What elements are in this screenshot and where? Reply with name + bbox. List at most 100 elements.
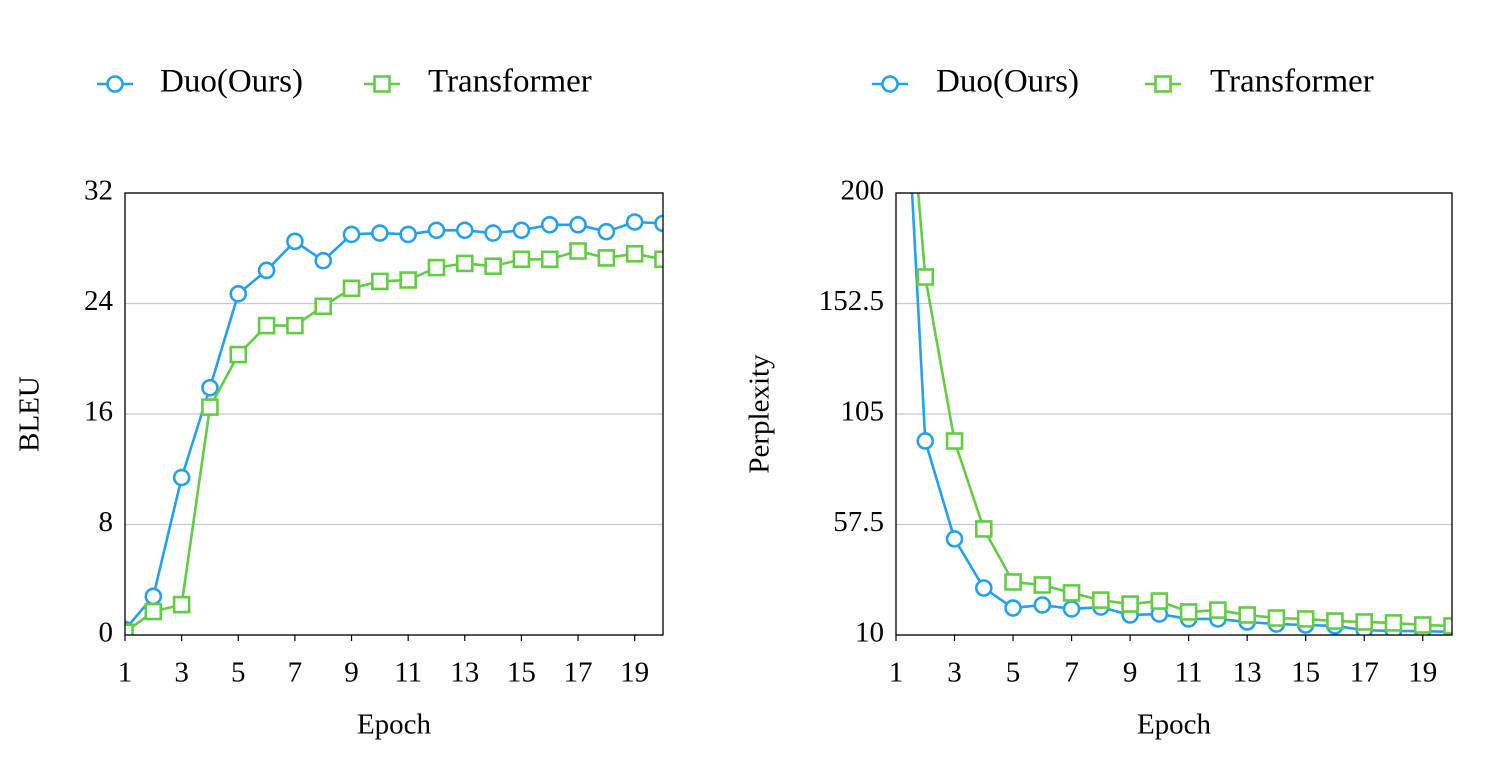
x-tick-label: 1 xyxy=(118,657,133,689)
plot-frame xyxy=(124,192,664,636)
data-point xyxy=(455,221,474,240)
data-point xyxy=(540,215,559,234)
x-axis-label: Epoch xyxy=(357,709,432,741)
data-point xyxy=(201,398,219,416)
data-point xyxy=(1179,603,1198,621)
legend-label: Duo(Ours) xyxy=(936,64,1079,100)
data-point xyxy=(1033,596,1052,614)
x-axis-label: Epoch xyxy=(1137,709,1212,741)
data-point xyxy=(201,378,219,397)
data-point xyxy=(286,316,304,335)
y-tick-label: 16 xyxy=(84,396,113,428)
x-tick-label: 11 xyxy=(394,657,422,689)
data-point xyxy=(540,250,559,269)
data-point xyxy=(371,224,389,242)
data-point xyxy=(1033,576,1052,594)
y-tick-label: 8 xyxy=(99,506,114,538)
data-point xyxy=(399,225,417,244)
y-axis-label: Perplexity xyxy=(744,354,776,474)
legend-item: Transformer xyxy=(1145,64,1374,100)
legend-marker xyxy=(881,75,899,93)
x-tick-label: 5 xyxy=(231,657,246,689)
legend-marker xyxy=(106,75,124,93)
y-axis-label: BLEU xyxy=(14,376,46,452)
y-tick-label: 10 xyxy=(855,617,884,649)
data-point xyxy=(257,261,276,280)
x-tick-label: 13 xyxy=(450,657,479,689)
data-point xyxy=(1121,595,1139,613)
x-tick-label: 5 xyxy=(1006,657,1021,689)
data-point xyxy=(916,268,935,286)
data-point xyxy=(484,257,502,276)
data-point xyxy=(625,244,644,263)
x-tick-label: 11 xyxy=(1175,657,1203,689)
y-tick-label: 32 xyxy=(84,175,113,207)
data-point xyxy=(1150,592,1169,610)
data-point xyxy=(484,224,502,242)
x-tick-label: 17 xyxy=(564,657,593,689)
data-point xyxy=(916,432,935,450)
x-tick-label: 19 xyxy=(620,657,649,689)
x-tick-label: 17 xyxy=(1350,657,1379,689)
legend-label: Duo(Ours) xyxy=(160,64,303,100)
y-tick-label: 57.5 xyxy=(833,506,884,538)
data-point xyxy=(945,432,964,450)
data-point xyxy=(1267,609,1286,627)
data-point xyxy=(1062,584,1081,602)
data-point xyxy=(342,279,361,298)
legend-item: Duo(Ours) xyxy=(872,64,1079,100)
data-point xyxy=(569,215,587,234)
data-point xyxy=(1355,613,1374,631)
data-point xyxy=(286,232,304,251)
data-point xyxy=(144,602,163,621)
x-tick-label: 15 xyxy=(507,657,536,689)
y-tick-label: 105 xyxy=(841,396,885,428)
data-point xyxy=(1326,612,1344,630)
data-point xyxy=(399,271,417,289)
x-tick-label: 9 xyxy=(344,657,359,689)
legend-label: Transformer xyxy=(428,64,592,100)
x-tick-label: 3 xyxy=(174,657,189,689)
data-point xyxy=(371,272,389,291)
y-tick-label: 200 xyxy=(841,175,885,207)
data-point xyxy=(654,214,663,233)
data-point xyxy=(1004,599,1022,617)
y-tick-label: 0 xyxy=(99,617,114,649)
x-tick-label: 1 xyxy=(889,657,904,689)
data-point xyxy=(945,530,964,548)
data-point xyxy=(1004,573,1022,591)
data-point xyxy=(314,297,333,316)
data-point xyxy=(257,316,276,335)
data-point xyxy=(172,468,191,487)
data-point xyxy=(314,251,333,270)
data-point xyxy=(974,579,993,597)
series-line xyxy=(125,249,663,634)
x-tick-label: 3 xyxy=(947,657,962,689)
legend-label: Transformer xyxy=(1210,64,1374,100)
data-point xyxy=(569,242,587,260)
x-tick-label: 9 xyxy=(1123,657,1138,689)
plot-area xyxy=(125,213,663,635)
data-point xyxy=(512,221,531,240)
data-point xyxy=(229,345,248,364)
data-point xyxy=(625,213,644,231)
y-tick-label: 24 xyxy=(84,285,114,317)
x-tick-label: 15 xyxy=(1291,657,1320,689)
x-tick-label: 7 xyxy=(1064,657,1079,689)
legend-item: Duo(Ours) xyxy=(97,64,303,100)
data-point xyxy=(654,250,663,269)
legend-marker xyxy=(373,75,391,93)
data-point xyxy=(512,250,531,269)
data-point xyxy=(1384,614,1403,632)
y-tick-label: 152.5 xyxy=(819,285,884,317)
series-line xyxy=(125,220,663,631)
plot-area xyxy=(910,193,1452,635)
data-point xyxy=(427,221,446,240)
data-point xyxy=(1413,616,1432,634)
x-tick-label: 13 xyxy=(1233,657,1262,689)
data-point xyxy=(229,285,248,303)
x-tick-label: 19 xyxy=(1408,657,1437,689)
data-point xyxy=(455,254,474,273)
data-point xyxy=(427,258,446,277)
